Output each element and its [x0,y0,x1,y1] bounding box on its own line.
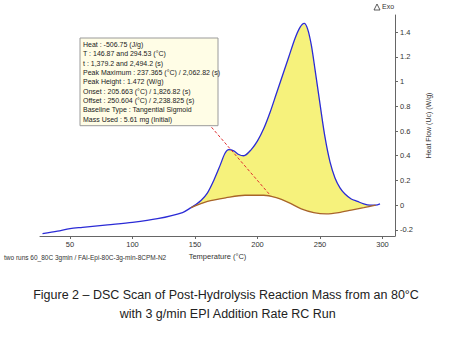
svg-text:1: 1 [400,77,404,86]
svg-text:Onset : 205.663 (°C) / 1,826.8: Onset : 205.663 (°C) / 1,826.82 (s) [83,88,190,96]
svg-text:1.4: 1.4 [400,28,410,37]
svg-text:50: 50 [66,240,74,249]
svg-text:0.8: 0.8 [400,102,410,111]
svg-text:100: 100 [126,240,139,249]
svg-text:Heat : -506.75 (J/g): Heat : -506.75 (J/g) [83,41,143,49]
svg-text:-0.2: -0.2 [400,225,413,234]
svg-text:T : 146.87 and 294.53 (°C): T : 146.87 and 294.53 (°C) [83,50,166,58]
svg-text:300: 300 [376,240,389,249]
svg-text:two runs 60_80C 3gmin / FAI-Ep: two runs 60_80C 3gmin / FAI-Epi-80C-3g-m… [4,254,167,262]
svg-text:0.2: 0.2 [400,176,410,185]
svg-text:0.4: 0.4 [400,151,410,160]
svg-text:Peak Maximum : 237.365 (°C) /: Peak Maximum : 237.365 (°C) / 2,062.82 (… [83,69,220,77]
svg-text:0: 0 [400,201,404,210]
svg-text:Heat Flow (Uc) (W/g): Heat Flow (Uc) (W/g) [425,93,433,159]
svg-text:Temperature (°C): Temperature (°C) [189,252,247,261]
svg-text:150: 150 [189,240,202,249]
svg-text:with 3 g/min EPI Addition Rate: with 3 g/min EPI Addition Rate RC Run [116,307,336,321]
svg-text:Mass Used : 5.61 mg (Initial): Mass Used : 5.61 mg (Initial) [83,116,172,124]
svg-text:Baseline Type : Tangential Sig: Baseline Type : Tangential Sigmoid [83,106,192,114]
svg-text:200: 200 [251,240,264,249]
svg-text:t : 1,379.2 and 2,494.2 (s): t : 1,379.2 and 2,494.2 (s) [83,60,163,68]
svg-text:1.2: 1.2 [400,52,410,61]
svg-text:250: 250 [314,240,327,249]
svg-text:0.6: 0.6 [400,127,410,136]
svg-text:Exo: Exo [382,3,394,10]
svg-text:Offset : 250.604 (°C) / 2,238.: Offset : 250.604 (°C) / 2,238.825 (s) [83,97,194,105]
svg-text:Peak Height : 1.472 (W/g): Peak Height : 1.472 (W/g) [83,78,164,86]
svg-text:Figure 2 – DSC Scan of Post-Hy: Figure 2 – DSC Scan of Post-Hydrolysis R… [33,288,419,302]
